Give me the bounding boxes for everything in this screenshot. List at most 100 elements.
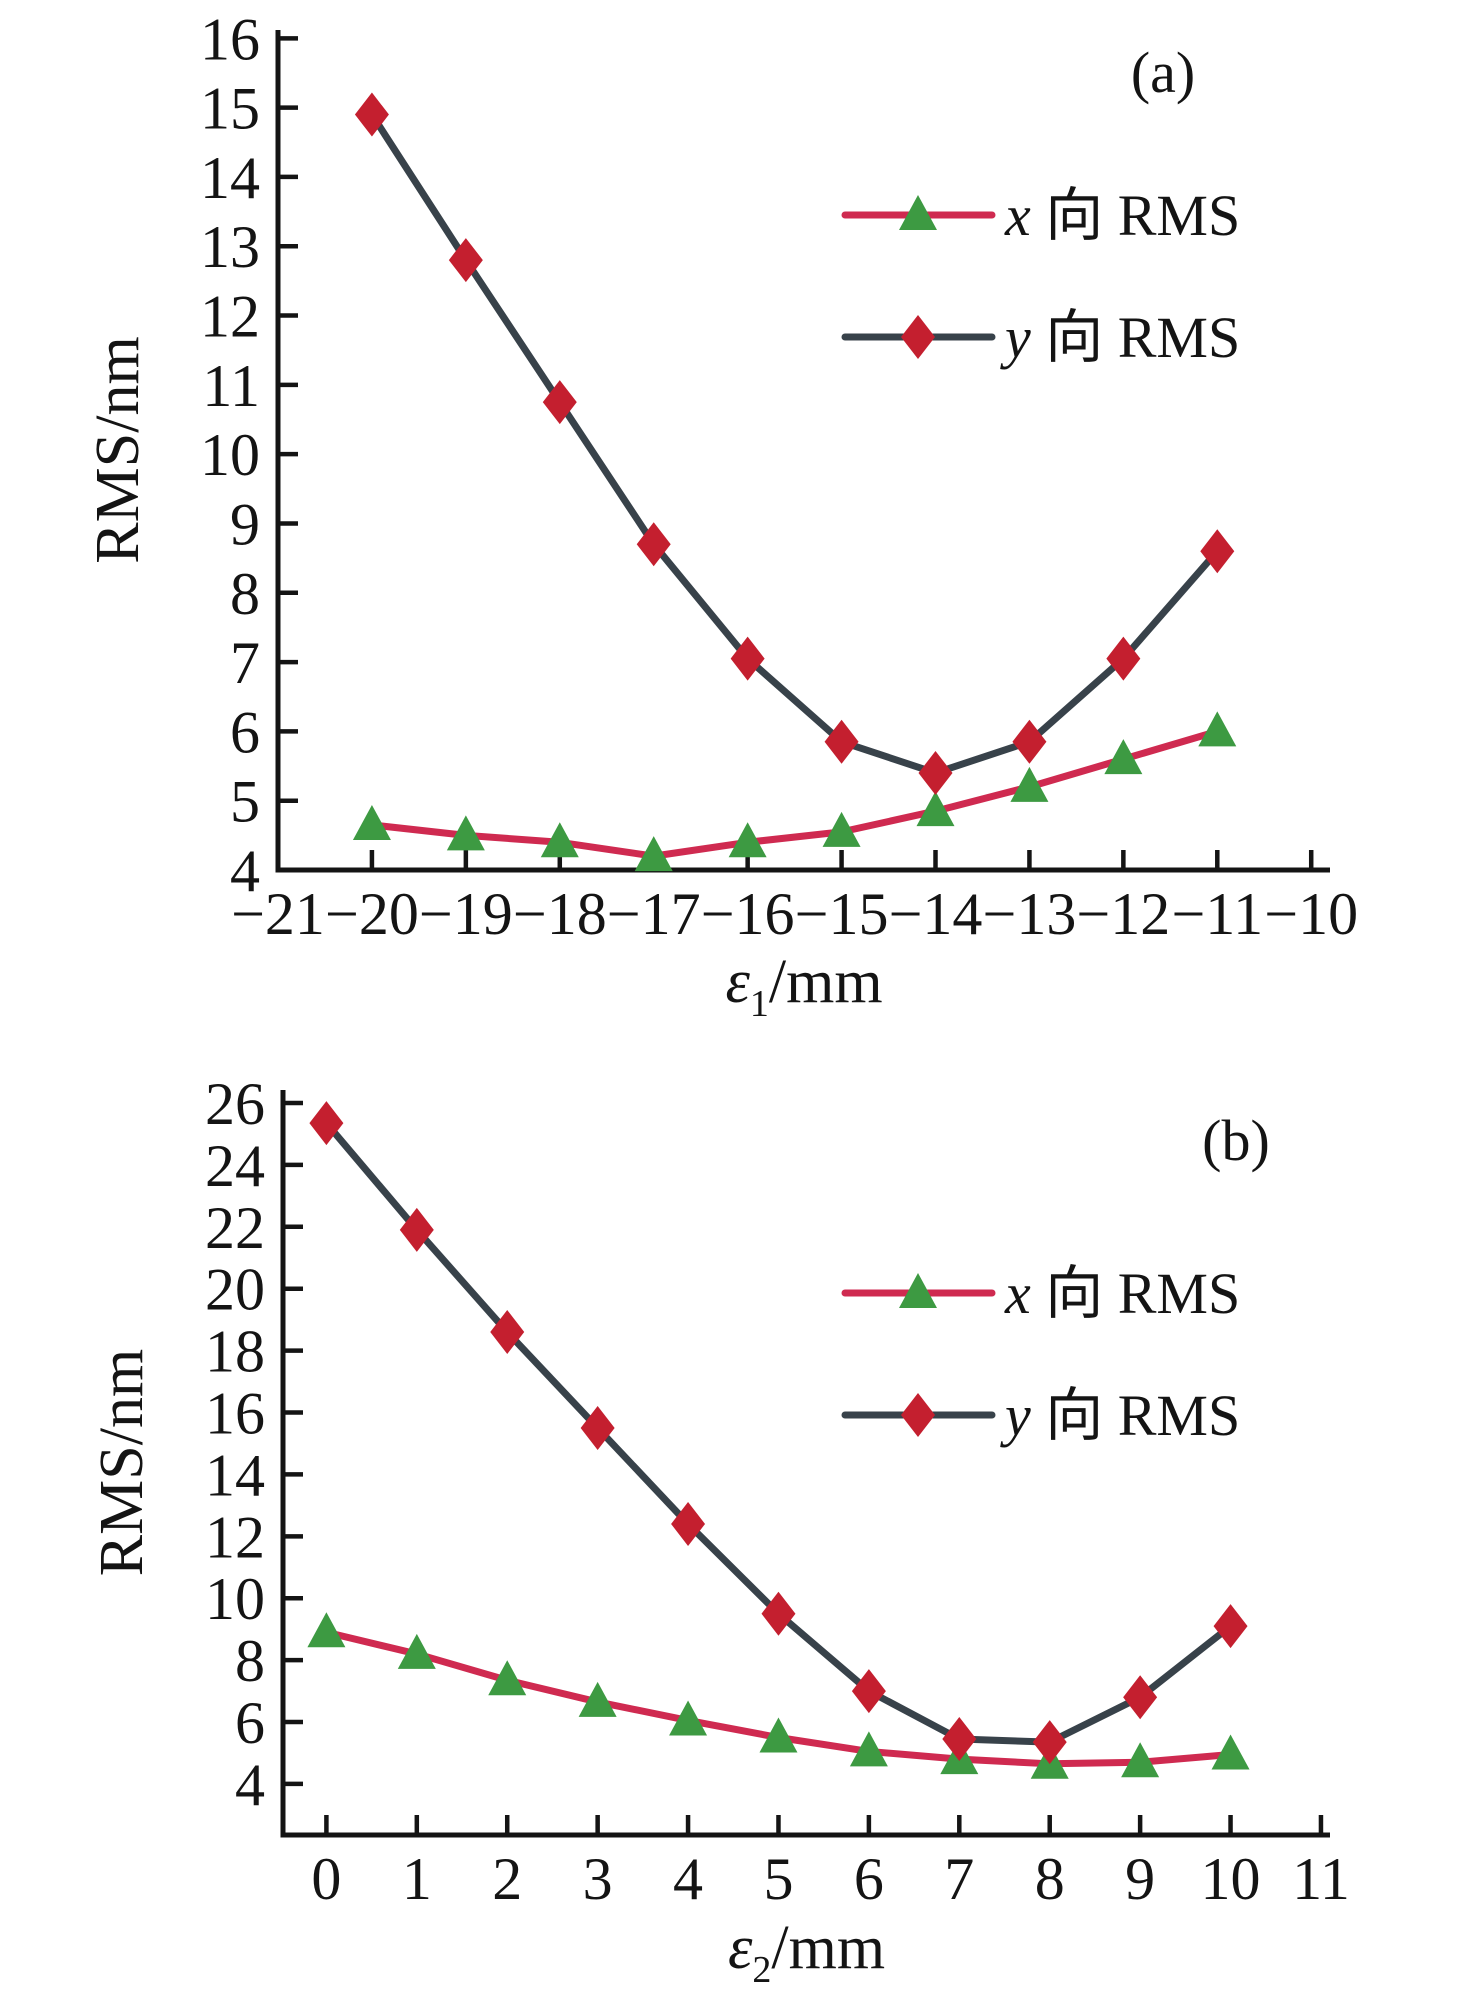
y-tick-label: 6: [230, 699, 260, 765]
y-tick-label: 26: [205, 1071, 265, 1137]
triangle-marker: [849, 1731, 888, 1767]
y-tick-label: 9: [230, 491, 260, 557]
x-tick-label: −19: [419, 881, 513, 947]
x-tick-label: −16: [701, 881, 795, 947]
x-tick-label: 10: [1201, 1846, 1261, 1912]
triangle-marker: [728, 822, 767, 858]
series-line: [368, 111, 1221, 777]
x-tick-label: 9: [1125, 1846, 1155, 1912]
diamond-marker: [1213, 1604, 1248, 1649]
y-tick-label: 7: [230, 630, 260, 696]
y-tick-label: 10: [205, 1566, 265, 1632]
y-tick-label: 5: [230, 769, 260, 835]
x-tick-label: 0: [311, 1846, 341, 1912]
x-tick-label: −21: [231, 881, 325, 947]
series-line: [368, 727, 1221, 860]
triangle-marker: [578, 1681, 617, 1717]
diamond-marker: [942, 1717, 977, 1762]
y-tick-label: 20: [205, 1257, 265, 1323]
y-tick-label: 8: [235, 1628, 265, 1694]
triangle-marker: [1198, 711, 1237, 747]
legend-diamond-marker: [901, 1393, 935, 1437]
x-tick-label: 6: [854, 1846, 884, 1912]
legend-triangle-marker: [899, 1273, 937, 1308]
legend-triangle-marker: [899, 195, 937, 230]
diamond-marker: [448, 238, 483, 283]
legend-label: y 向 RMS: [1000, 305, 1240, 370]
series-y-rms: [354, 92, 1235, 795]
y-tick-label: 4: [235, 1752, 265, 1818]
x-tick-label: 8: [1035, 1846, 1065, 1912]
diamond-marker: [918, 750, 953, 795]
diamond-marker: [309, 1101, 344, 1146]
legend-diamond-marker: [901, 315, 935, 359]
x-tick-label: −14: [889, 881, 983, 947]
x-tick-label: −10: [1264, 881, 1358, 947]
x-tick-label: −11: [1171, 881, 1263, 947]
y-tick-label: 12: [205, 1504, 265, 1570]
diamond-marker: [761, 1591, 796, 1636]
diamond-marker: [1032, 1720, 1067, 1765]
y-tick-label: 13: [200, 214, 260, 280]
diamond-marker: [490, 1310, 525, 1355]
triangle-marker: [1104, 739, 1143, 775]
panel-label: (b): [1202, 1108, 1270, 1173]
y-tick-label: 16: [200, 6, 260, 72]
y-axis-title: RMS/nm: [88, 1349, 156, 1576]
x-tick-label: −12: [1076, 881, 1170, 947]
x-tick-label: 1: [402, 1846, 432, 1912]
diamond-marker: [824, 719, 859, 764]
legend-label: x 向 RMS: [1004, 1261, 1240, 1326]
diamond-marker: [730, 636, 765, 681]
y-tick-label: 12: [200, 284, 260, 350]
legend: x 向 RMS y 向 RMS: [841, 1261, 1240, 1448]
y-tick-label: 16: [205, 1381, 265, 1447]
x-tick-label: 5: [763, 1846, 793, 1912]
triangle-marker: [352, 804, 391, 840]
triangle-marker: [669, 1700, 708, 1736]
diamond-marker: [399, 1207, 434, 1252]
panel-label: (a): [1131, 40, 1195, 105]
y-tick-label: 22: [205, 1195, 265, 1261]
triangle-marker: [1211, 1734, 1250, 1770]
diamond-marker: [1012, 719, 1047, 764]
x-tick-label: 4: [673, 1846, 703, 1912]
triangle-marker: [916, 791, 955, 827]
y-tick-label: 18: [205, 1319, 265, 1385]
y-tick-label: 14: [205, 1442, 265, 1508]
chart-panel-b: 4 6 8 10 12 14 16 18 20 22 24 26 0 1 2 3 4 5 6 7 8 9 10 11 RMS/n…: [0, 1030, 1476, 1998]
x-tick-label: 11: [1292, 1846, 1350, 1912]
triangle-marker: [1121, 1742, 1160, 1778]
diamond-marker: [851, 1669, 886, 1714]
legend: x 向 RMS y 向 RMS: [841, 183, 1240, 370]
chart-panel-a: 4 5 6 7 8 9 10 11 12 13 14 15 16 −21 −20 −19 −18 −17 −16 −1…: [84, 6, 1358, 1025]
x-axis-title: ε1/mm: [725, 948, 882, 1025]
diamond-marker: [671, 1501, 706, 1546]
triangle-marker: [759, 1717, 798, 1753]
x-tick-label: −15: [795, 881, 889, 947]
x-tick-label: −20: [325, 881, 419, 947]
series-y-rms: [309, 1101, 1248, 1765]
y-tick-label: 8: [230, 561, 260, 627]
diamond-marker: [542, 380, 577, 425]
x-tick-label: −18: [513, 881, 607, 947]
x-tick-label: 7: [944, 1846, 974, 1912]
y-tick-label: 24: [205, 1133, 265, 1199]
y-axis-title: RMS/nm: [84, 336, 152, 563]
triangle-marker: [1010, 766, 1049, 802]
y-tick-label: 10: [200, 422, 260, 488]
diamond-marker: [1123, 1675, 1158, 1720]
x-tick-label: 3: [583, 1846, 613, 1912]
y-tick-label: 14: [200, 145, 260, 211]
series-x-rms: [352, 711, 1237, 872]
legend-label: x 向 RMS: [1004, 183, 1240, 248]
triangle-marker: [822, 811, 861, 847]
x-tick-label: −17: [607, 881, 701, 947]
diamond-marker: [1106, 636, 1141, 681]
triangle-marker: [397, 1633, 436, 1669]
diamond-marker: [1200, 529, 1235, 574]
